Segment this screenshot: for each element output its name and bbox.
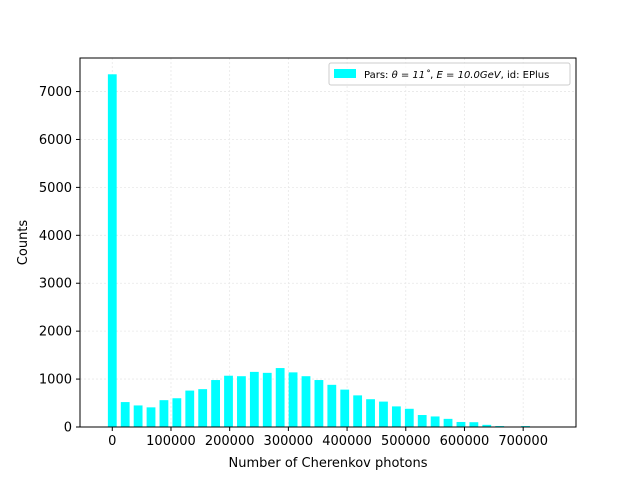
bar (327, 384, 337, 427)
x-tick-label: 700000 (498, 434, 548, 449)
bar (288, 372, 298, 427)
y-tick-label: 4000 (39, 229, 72, 244)
legend-box (328, 62, 571, 86)
y-tick-label: 2000 (39, 325, 72, 340)
bars (107, 74, 556, 427)
bar (159, 400, 169, 427)
legend-energy: E = 10.0GeV (437, 70, 502, 81)
y-tick-label: 7000 (39, 85, 72, 100)
y-tick-label: 0 (64, 421, 72, 436)
bar (417, 415, 427, 427)
x-axis-ticks: 0 100000 200000 300000 400000 500000 600000 700… (108, 427, 548, 449)
bar (107, 74, 117, 427)
bar (404, 408, 414, 427)
x-tick-label: 300000 (264, 434, 314, 449)
bar (482, 424, 492, 427)
legend-suffix: , id: EPlus (501, 70, 550, 81)
bar (249, 371, 259, 427)
legend-theta: θ = 11˚ (392, 69, 431, 81)
bar (146, 407, 156, 427)
legend-swatch (334, 69, 356, 78)
bar (469, 422, 479, 427)
bar (456, 421, 466, 427)
bar (391, 406, 401, 427)
y-tick-label: 6000 (39, 133, 72, 148)
legend-prefix: Pars: (364, 70, 392, 81)
bar (185, 390, 195, 427)
x-tick-label: 400000 (322, 434, 372, 449)
bar (340, 389, 350, 427)
bar (353, 395, 363, 427)
bar (301, 376, 311, 427)
plot-frame (79, 57, 577, 428)
bar (120, 402, 130, 427)
x-tick-label: 600000 (440, 434, 490, 449)
bar (133, 405, 143, 427)
y-tick-label: 3000 (39, 277, 72, 292)
legend-sep: , (430, 70, 436, 81)
bar (275, 368, 285, 427)
grid (80, 58, 576, 428)
bar (172, 398, 182, 427)
bar (198, 389, 208, 427)
bar (366, 399, 375, 427)
y-tick-label: 1000 (39, 373, 72, 388)
x-tick-label: 200000 (205, 434, 255, 449)
x-axis-label: Number of Cherenkov photons (229, 456, 428, 471)
bar (224, 375, 233, 427)
x-tick-label: 0 (108, 434, 116, 449)
legend-entry: Pars: θ = 11˚, E = 10.0GeV, id: EPlus (364, 69, 549, 81)
bar (314, 380, 324, 427)
bar (262, 372, 272, 427)
x-tick-label: 500000 (381, 434, 431, 449)
bar (237, 376, 246, 427)
y-tick-label: 5000 (39, 181, 72, 196)
bar (211, 380, 220, 427)
x-tick-label: 100000 (146, 434, 196, 449)
y-axis-label: Counts (16, 220, 31, 266)
legend: Pars: θ = 11˚, E = 10.0GeV, id: EPlus (328, 62, 571, 86)
bar (443, 418, 453, 427)
bar (430, 416, 440, 427)
bar (379, 401, 388, 427)
y-axis-ticks: 0 1000 2000 3000 4000 5000 6000 7000 (39, 85, 80, 436)
